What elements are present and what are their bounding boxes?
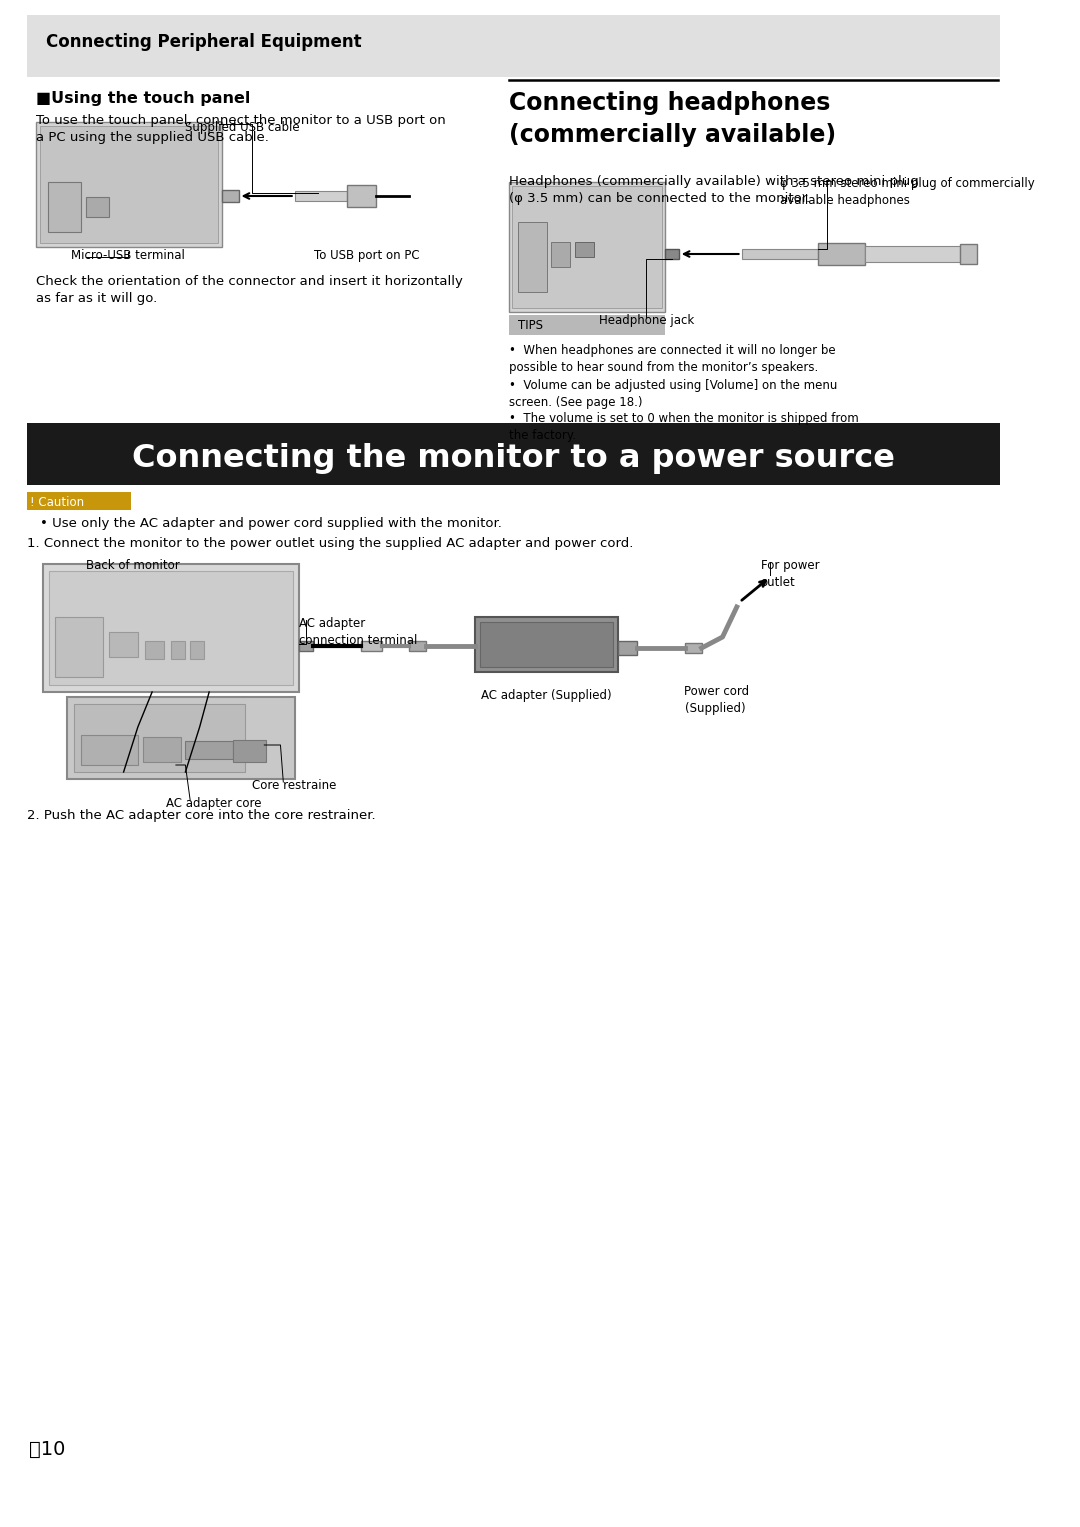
Bar xyxy=(960,244,977,264)
Text: •  When headphones are connected it will no longer be
possible to hear sound fro: • When headphones are connected it will … xyxy=(509,344,835,374)
Text: TIPS: TIPS xyxy=(518,319,543,331)
Text: Connecting Peripheral Equipment: Connecting Peripheral Equipment xyxy=(45,34,361,50)
Text: •  The volume is set to 0 when the monitor is shipped from
the factory.: • The volume is set to 0 when the monito… xyxy=(509,412,859,441)
Text: ! Caution: ! Caution xyxy=(30,496,84,508)
Bar xyxy=(552,241,570,267)
Text: Power cord
(Supplied): Power cord (Supplied) xyxy=(685,686,750,715)
Bar xyxy=(186,741,233,759)
Bar xyxy=(145,641,163,660)
Bar xyxy=(576,241,594,257)
Bar xyxy=(518,221,546,292)
Text: Back of monitor: Back of monitor xyxy=(85,559,179,573)
Bar xyxy=(475,617,618,672)
Bar xyxy=(81,734,138,765)
Bar xyxy=(742,249,818,260)
Bar xyxy=(865,246,960,263)
Text: Connecting the monitor to a power source: Connecting the monitor to a power source xyxy=(132,443,895,473)
Text: To use the touch panel, connect the monitor to a USB port on
a PC using the supp: To use the touch panel, connect the moni… xyxy=(36,115,446,144)
Bar xyxy=(48,182,81,232)
Bar xyxy=(190,641,204,660)
Bar xyxy=(50,571,293,686)
Bar xyxy=(618,641,637,655)
Bar xyxy=(665,249,679,260)
Bar xyxy=(75,704,245,773)
Text: Ⓔ10: Ⓔ10 xyxy=(28,1440,65,1458)
Text: Supplied USB cable: Supplied USB cable xyxy=(186,121,300,134)
Bar xyxy=(221,189,239,202)
Text: 1. Connect the monitor to the power outlet using the supplied AC adapter and pow: 1. Connect the monitor to the power outl… xyxy=(27,538,633,550)
Text: ■Using the touch panel: ■Using the touch panel xyxy=(36,92,251,105)
Text: • Use only the AC adapter and power cord supplied with the monitor.: • Use only the AC adapter and power cord… xyxy=(40,518,502,530)
Bar xyxy=(685,643,702,654)
Text: To USB port on PC: To USB port on PC xyxy=(313,249,419,263)
Bar xyxy=(143,738,180,762)
Text: •  Volume can be adjusted using [Volume] on the menu
screen. (See page 18.): • Volume can be adjusted using [Volume] … xyxy=(509,379,837,409)
Bar xyxy=(55,617,103,676)
Bar xyxy=(362,641,382,651)
Bar xyxy=(818,243,865,266)
Text: Micro-USB terminal: Micro-USB terminal xyxy=(71,249,186,263)
Text: AC adapter
connection terminal: AC adapter connection terminal xyxy=(299,617,418,647)
Bar xyxy=(109,632,138,657)
Text: AC adapter (Supplied): AC adapter (Supplied) xyxy=(482,689,612,702)
Text: Headphone jack: Headphone jack xyxy=(598,315,694,327)
Bar xyxy=(509,315,665,334)
Bar xyxy=(27,423,1000,486)
Text: Headphones (commercially available) with a stereo mini plug
(φ 3.5 mm) can be co: Headphones (commercially available) with… xyxy=(509,176,918,205)
Text: Check the orientation of the connector and insert it horizontally
as far as it w: Check the orientation of the connector a… xyxy=(36,275,463,305)
Bar xyxy=(67,696,295,779)
Bar xyxy=(36,122,221,247)
Bar xyxy=(27,492,131,510)
Bar xyxy=(233,741,266,762)
Bar xyxy=(40,127,218,243)
Bar xyxy=(299,641,313,651)
Bar xyxy=(85,197,109,217)
Text: 2. Push the AC adapter core into the core restrainer.: 2. Push the AC adapter core into the cor… xyxy=(27,809,375,822)
Bar xyxy=(43,563,299,692)
Text: AC adapter core: AC adapter core xyxy=(166,797,261,809)
Bar xyxy=(347,185,376,208)
Bar xyxy=(171,641,186,660)
Bar xyxy=(481,621,613,667)
Text: φ 3.5 mm stereo mini plug of commercially
available headphones: φ 3.5 mm stereo mini plug of commerciall… xyxy=(780,177,1035,208)
Bar xyxy=(512,186,662,308)
Bar xyxy=(295,191,347,202)
Bar xyxy=(27,15,1000,76)
Text: Connecting headphones
(commercially available): Connecting headphones (commercially avai… xyxy=(509,92,836,147)
Bar xyxy=(409,641,426,651)
Text: For power
outlet: For power outlet xyxy=(760,559,820,589)
Bar xyxy=(509,182,665,312)
Text: Core restraine: Core restraine xyxy=(252,779,336,793)
